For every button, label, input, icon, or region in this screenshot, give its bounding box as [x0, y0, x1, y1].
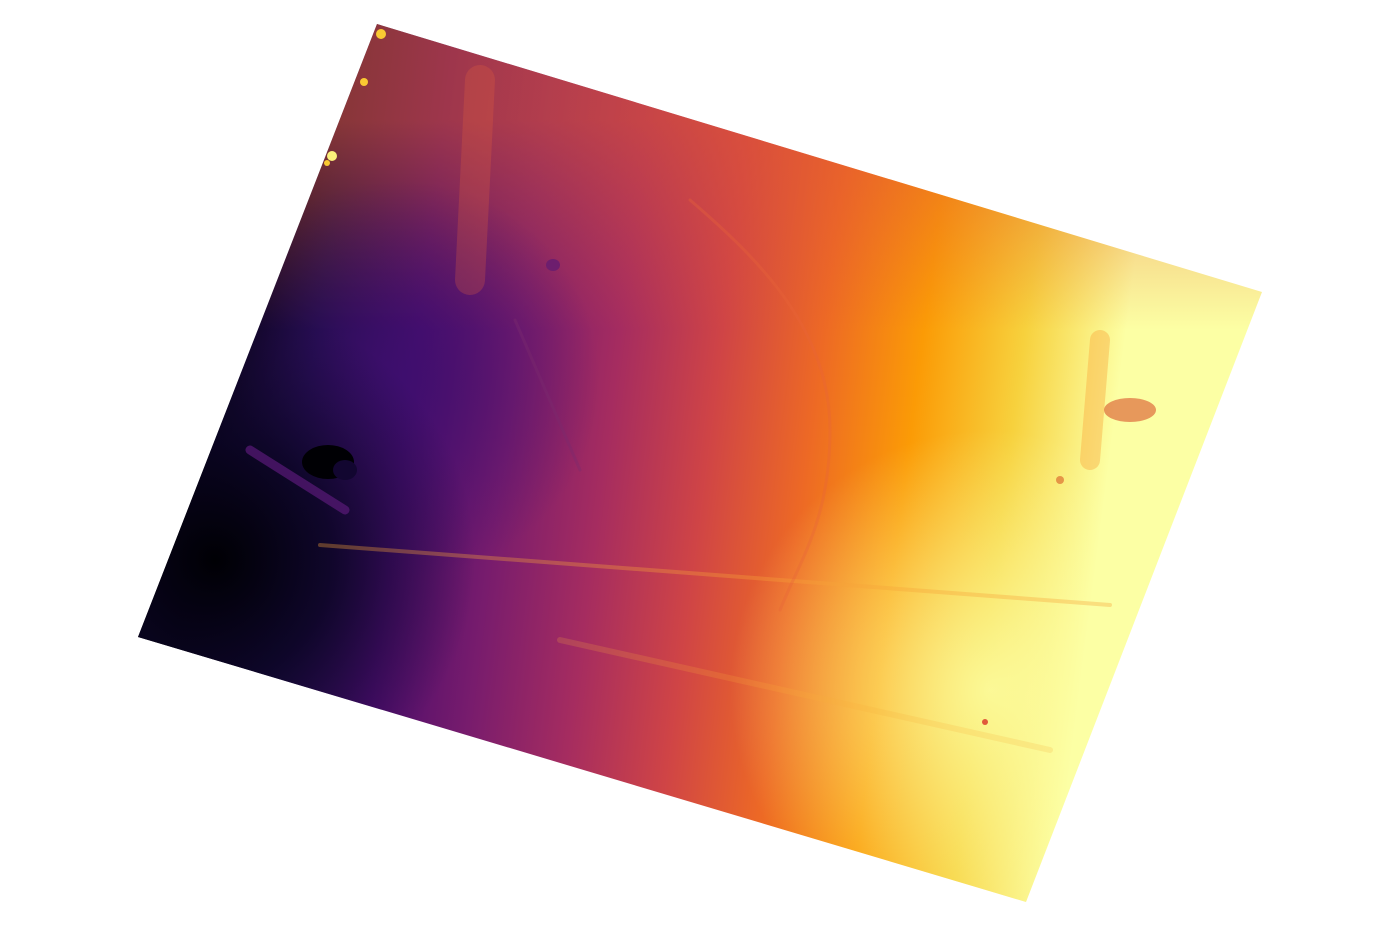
raster-texture	[245, 65, 1112, 753]
raster-bright-outliers	[324, 29, 386, 166]
raster-blotches	[302, 259, 1156, 725]
